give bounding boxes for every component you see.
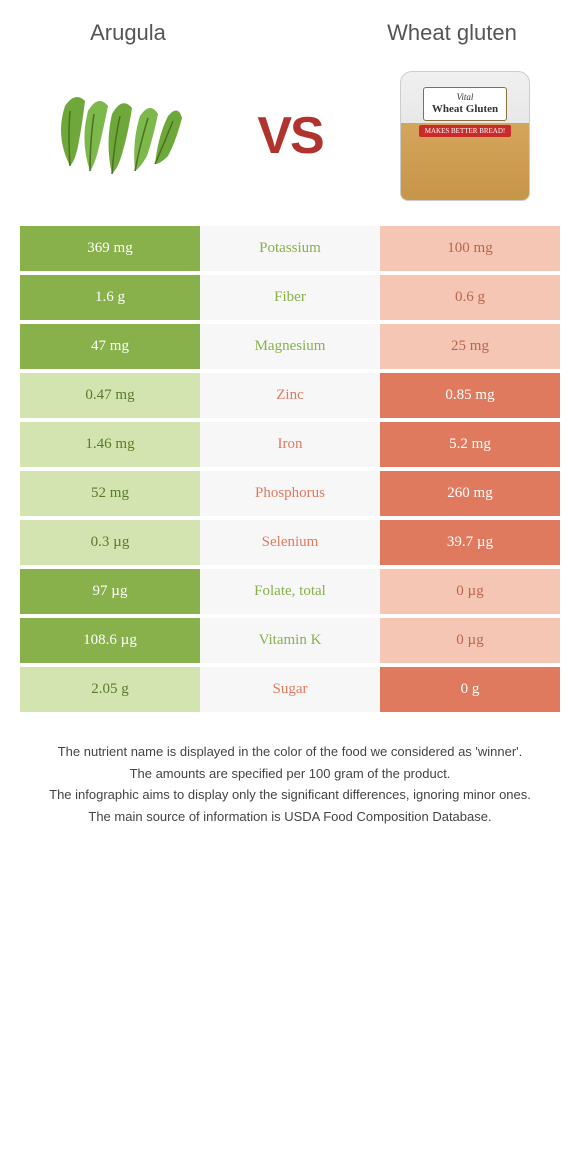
nutrient-name: Folate, total: [200, 569, 380, 614]
right-value: 0 g: [380, 667, 560, 712]
nutrient-name: Selenium: [200, 520, 380, 565]
can-label: Vital Wheat Gluten: [423, 87, 507, 121]
table-row: 1.46 mgIron5.2 mg: [20, 422, 560, 467]
left-value: 1.6 g: [20, 275, 200, 320]
left-value: 47 mg: [20, 324, 200, 369]
right-value: 260 mg: [380, 471, 560, 516]
vs-label: VS: [257, 106, 322, 166]
table-row: 1.6 gFiber0.6 g: [20, 275, 560, 320]
nutrient-name: Sugar: [200, 667, 380, 712]
left-value: 0.47 mg: [20, 373, 200, 418]
right-value: 0.6 g: [380, 275, 560, 320]
left-value: 97 µg: [20, 569, 200, 614]
left-food-title: Arugula: [20, 20, 236, 46]
nutrient-name: Magnesium: [200, 324, 380, 369]
left-value: 2.05 g: [20, 667, 200, 712]
table-row: 0.3 µgSelenium39.7 µg: [20, 520, 560, 565]
footer-line: The amounts are specified per 100 gram o…: [20, 764, 560, 784]
header-row: Arugula Wheat gluten: [20, 20, 560, 46]
right-value: 5.2 mg: [380, 422, 560, 467]
table-row: 0.47 mgZinc0.85 mg: [20, 373, 560, 418]
left-value: 0.3 µg: [20, 520, 200, 565]
right-value: 39.7 µg: [380, 520, 560, 565]
footer-line: The nutrient name is displayed in the co…: [20, 742, 560, 762]
footer-line: The infographic aims to display only the…: [20, 785, 560, 805]
left-value: 52 mg: [20, 471, 200, 516]
arugula-leaves-icon: [40, 66, 190, 206]
table-row: 47 mgMagnesium25 mg: [20, 324, 560, 369]
nutrient-name: Potassium: [200, 226, 380, 271]
left-value: 369 mg: [20, 226, 200, 271]
right-food-title: Wheat gluten: [344, 20, 560, 46]
right-value: 0 µg: [380, 618, 560, 663]
gluten-can-icon: Vital Wheat Gluten MAKES BETTER BREAD!: [400, 71, 530, 201]
table-row: 2.05 gSugar0 g: [20, 667, 560, 712]
nutrient-name: Fiber: [200, 275, 380, 320]
images-row: VS Vital Wheat Gluten MAKES BETTER BREAD…: [20, 66, 560, 206]
can-banner: MAKES BETTER BREAD!: [419, 125, 512, 137]
table-row: 369 mgPotassium100 mg: [20, 226, 560, 271]
nutrient-name: Phosphorus: [200, 471, 380, 516]
right-value: 0.85 mg: [380, 373, 560, 418]
left-value: 1.46 mg: [20, 422, 200, 467]
left-value: 108.6 µg: [20, 618, 200, 663]
nutrition-table: 369 mgPotassium100 mg1.6 gFiber0.6 g47 m…: [20, 226, 560, 712]
nutrient-name: Iron: [200, 422, 380, 467]
right-value: 100 mg: [380, 226, 560, 271]
right-value: 0 µg: [380, 569, 560, 614]
table-row: 52 mgPhosphorus260 mg: [20, 471, 560, 516]
footer-line: The main source of information is USDA F…: [20, 807, 560, 827]
nutrient-name: Zinc: [200, 373, 380, 418]
arugula-image: [40, 66, 190, 206]
right-value: 25 mg: [380, 324, 560, 369]
footer-notes: The nutrient name is displayed in the co…: [20, 742, 560, 826]
nutrient-name: Vitamin K: [200, 618, 380, 663]
wheat-gluten-image: Vital Wheat Gluten MAKES BETTER BREAD!: [390, 66, 540, 206]
table-row: 108.6 µgVitamin K0 µg: [20, 618, 560, 663]
table-row: 97 µgFolate, total0 µg: [20, 569, 560, 614]
